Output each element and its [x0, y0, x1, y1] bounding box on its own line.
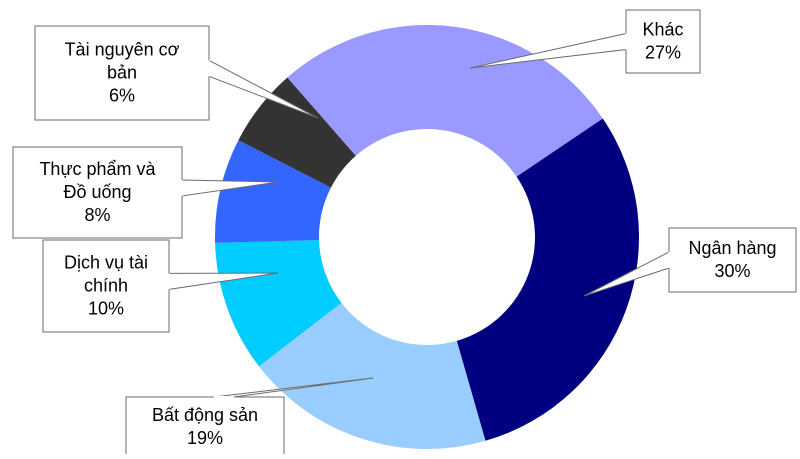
callout-thuc-pham-va-do-uong: Thực phẩm và Đồ uống 8%: [12, 146, 279, 239]
data-label-value: 19%: [187, 428, 223, 448]
data-label-category: Khác: [642, 20, 683, 40]
callout-bat-dong-san: Bất động sản 19%: [125, 377, 374, 458]
data-label-category: Đồ uống: [63, 182, 131, 202]
callout-tai-nguyen-co-ban: Tài nguyên cơ bản 6%: [34, 25, 319, 121]
data-label-value: 6%: [109, 86, 135, 106]
callout-ngan-hang: Ngân hàng 30%: [583, 227, 797, 297]
data-label-category: bản: [107, 63, 137, 83]
callout-box: [42, 239, 170, 333]
callouts-layer: Ngân hàng 30% Bất động sản 19% Dịch vụ tài ch…: [12, 9, 797, 458]
slice-dich-vu-tai-chinh: [215, 240, 342, 367]
slices-layer: [215, 25, 639, 449]
slice-bat-dong-san: [259, 302, 486, 449]
data-label-value: 8%: [84, 205, 110, 225]
data-label-category: Thực phẩm và: [39, 159, 156, 179]
slice-khac: [287, 25, 603, 177]
callout-box: [12, 146, 183, 239]
slice-ngan-hang: [456, 118, 639, 441]
callout-dich-vu-tai-chinh: Dịch vụ tài chính 10%: [42, 239, 279, 333]
callout-box: [34, 25, 210, 121]
data-label-value: 10%: [88, 299, 124, 319]
data-label-category: Tài nguyên cơ: [65, 40, 180, 60]
data-label-value: 27%: [645, 43, 681, 63]
slice-thuc-pham-va-do-uong: [215, 140, 331, 243]
data-label-category: Bất động sản: [152, 405, 258, 425]
slice-tai-nguyen-co-ban: [238, 77, 356, 188]
callout-khac: Khác 27%: [469, 9, 701, 74]
data-label-value: 30%: [714, 261, 750, 281]
callout-box: [625, 9, 701, 74]
data-label-category: Dịch vụ tài: [64, 253, 148, 273]
data-label-category: chính: [84, 276, 128, 296]
data-label-category: Ngân hàng: [688, 238, 776, 258]
callout-box: [125, 396, 285, 458]
callout-box: [668, 227, 797, 293]
